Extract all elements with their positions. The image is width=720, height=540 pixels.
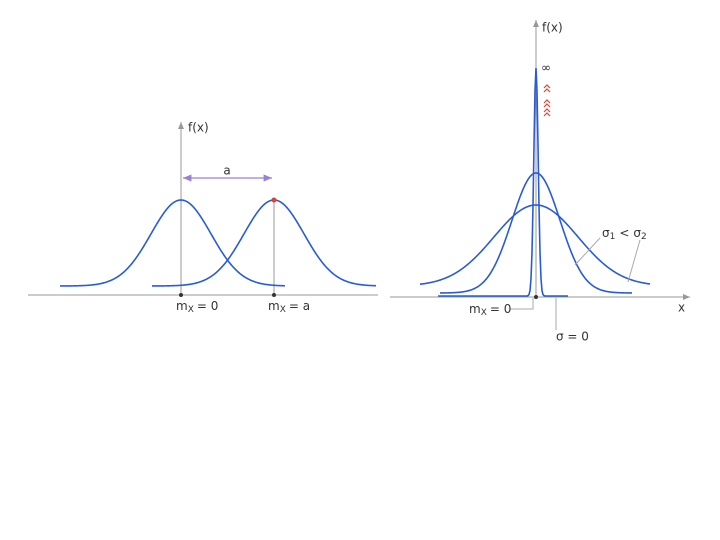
symbol: m (469, 302, 481, 316)
subscript: 2 (641, 232, 647, 242)
right-panel: f(x) ∞ σ1 < σ2 x mX = 0 σ = 0 (390, 20, 690, 344)
y-axis-label: f(x) (188, 121, 209, 135)
mean-label: mX = a (268, 299, 310, 315)
symbol: m (268, 299, 280, 313)
subscript: 1 (610, 232, 616, 242)
leader-line (627, 239, 641, 283)
subscript: X (280, 305, 286, 315)
y-axis-label: f(x) (542, 21, 563, 35)
subscript: X (481, 308, 487, 318)
mean-point (179, 293, 183, 297)
up-arrows (543, 84, 551, 117)
sigma: σ (602, 226, 610, 240)
infinity-label: ∞ (541, 61, 551, 75)
subscript: X (188, 305, 194, 315)
mean-label: mX = 0 (469, 302, 511, 318)
shift-label: a (223, 164, 230, 178)
sigma: σ (633, 226, 641, 240)
relation: < (619, 226, 629, 240)
symbol: m (176, 299, 188, 313)
spike-curve (438, 67, 568, 297)
equation: = 0 (490, 302, 512, 316)
sigma-comparison: σ1 < σ2 (602, 226, 647, 242)
mean-label: mX = 0 (176, 299, 218, 315)
leader-line (574, 237, 601, 266)
leader-line (510, 298, 534, 310)
zero-sigma-label: σ = 0 (556, 330, 589, 344)
equation: = a (289, 299, 310, 313)
normal-curve (60, 199, 286, 287)
x-axis-label: x (678, 301, 685, 315)
mean-point (272, 293, 276, 297)
peak-point (271, 197, 277, 203)
narrow-curve (439, 172, 633, 294)
normal-curve-shifted (151, 199, 377, 287)
mean-point (534, 295, 538, 299)
equation: = 0 (197, 299, 219, 313)
left-panel: f(x) a mX = 0 mX = a (28, 121, 378, 315)
wide-curve (419, 204, 651, 286)
